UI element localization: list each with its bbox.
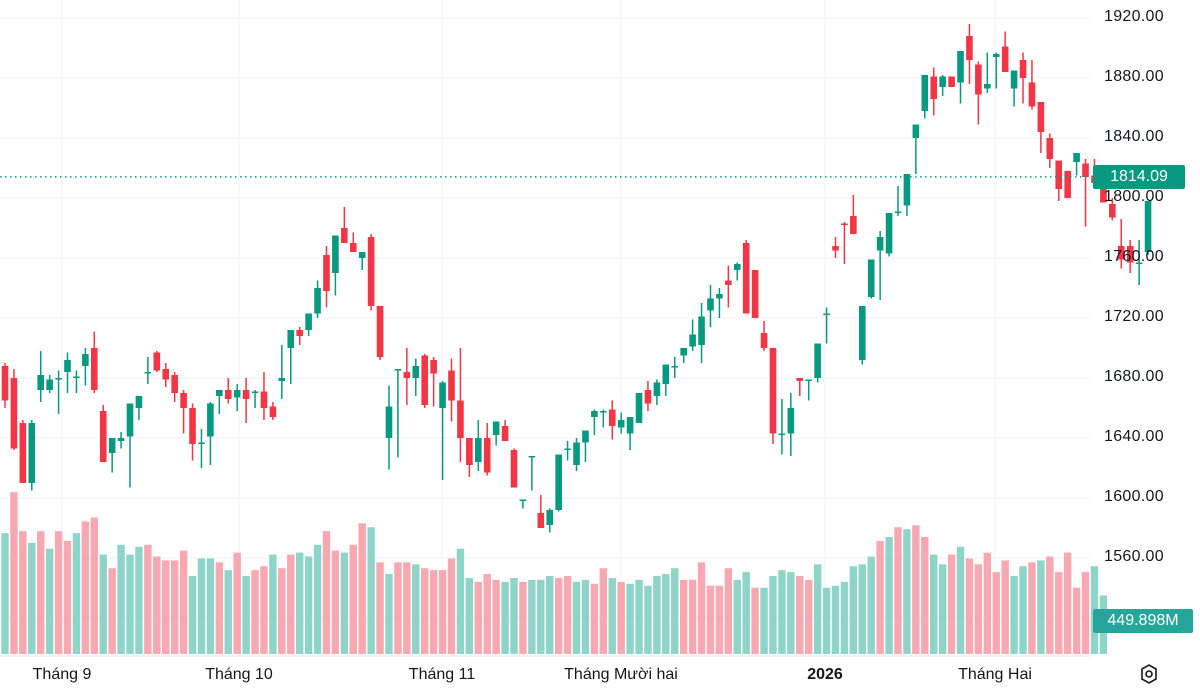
time-tick-label: Tháng 9 (32, 666, 92, 683)
price-tick-label: 1720.00 (1104, 308, 1164, 325)
price-tick-label: 1880.00 (1104, 68, 1164, 85)
last-price-badge: 1814.09 (1093, 165, 1185, 189)
time-tick-label: Tháng 11 (408, 666, 476, 683)
price-candles (1, 24, 1161, 533)
price-tick-label: 1640.00 (1104, 428, 1164, 445)
price-tick-label: 1560.00 (1104, 548, 1164, 565)
price-tick-label: 1680.00 (1104, 368, 1164, 385)
price-tick-label: 1840.00 (1104, 128, 1164, 145)
price-tick-label: 1760.00 (1104, 248, 1164, 265)
last-volume-badge: 449.898M (1093, 609, 1193, 633)
time-tick-label: Tháng 10 (205, 666, 273, 683)
hexagon-settings-icon[interactable] (1137, 662, 1161, 686)
price-tick-label: 1800.00 (1104, 188, 1164, 205)
price-tick-label: 1920.00 (1104, 8, 1164, 25)
price-tick-label: 1600.00 (1104, 488, 1164, 505)
time-tick-label: Tháng Hai (958, 666, 1032, 683)
volume-bars (1, 492, 1108, 654)
time-tick-label: 2026 (807, 666, 843, 683)
time-tick-label: Tháng Mười hai (564, 666, 678, 683)
